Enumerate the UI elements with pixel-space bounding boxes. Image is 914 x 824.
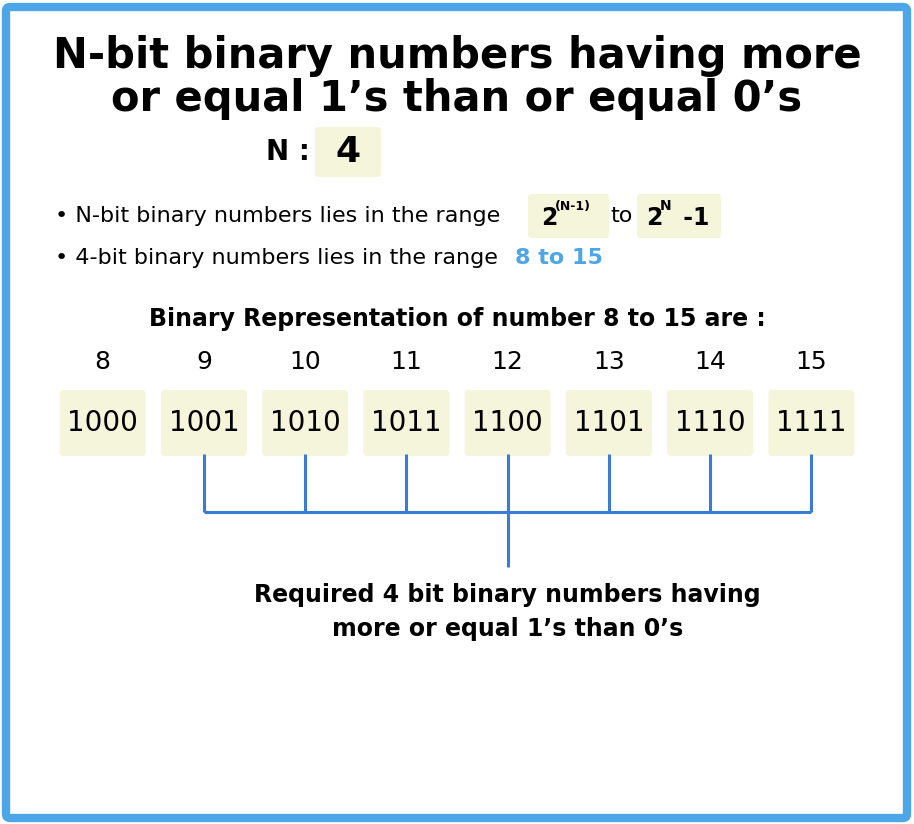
Text: Required 4 bit binary numbers having: Required 4 bit binary numbers having (254, 583, 761, 607)
Text: 1110: 1110 (675, 409, 746, 437)
FancyBboxPatch shape (637, 194, 721, 238)
Text: 1000: 1000 (68, 409, 138, 437)
Text: 1100: 1100 (473, 409, 543, 437)
Text: or equal 1’s than or equal 0’s: or equal 1’s than or equal 0’s (112, 78, 802, 120)
Text: (N-1): (N-1) (555, 199, 591, 213)
Text: 4: 4 (335, 135, 360, 169)
FancyBboxPatch shape (364, 390, 450, 456)
FancyBboxPatch shape (528, 194, 609, 238)
FancyBboxPatch shape (315, 127, 381, 177)
Text: 8 to 15: 8 to 15 (515, 248, 603, 268)
Text: more or equal 1’s than 0’s: more or equal 1’s than 0’s (332, 617, 684, 641)
Text: • 4-bit binary numbers lies in the range: • 4-bit binary numbers lies in the range (55, 248, 498, 268)
FancyBboxPatch shape (59, 390, 145, 456)
FancyBboxPatch shape (667, 390, 753, 456)
Text: -1: -1 (675, 206, 709, 230)
Text: 14: 14 (695, 350, 726, 374)
Text: N: N (660, 199, 672, 213)
Text: to: to (611, 206, 633, 226)
Text: Binary Representation of number 8 to 15 are :: Binary Representation of number 8 to 15 … (149, 307, 765, 331)
Text: N-bit binary numbers having more: N-bit binary numbers having more (53, 35, 861, 77)
Text: 12: 12 (492, 350, 524, 374)
Text: 15: 15 (795, 350, 827, 374)
FancyBboxPatch shape (6, 7, 907, 818)
FancyBboxPatch shape (464, 390, 550, 456)
FancyBboxPatch shape (161, 390, 247, 456)
Text: 9: 9 (196, 350, 212, 374)
Text: 1111: 1111 (776, 409, 846, 437)
Text: • N-bit binary numbers lies in the range: • N-bit binary numbers lies in the range (55, 206, 500, 226)
Text: 1001: 1001 (168, 409, 239, 437)
FancyBboxPatch shape (769, 390, 855, 456)
Text: 1101: 1101 (574, 409, 644, 437)
Text: 1010: 1010 (270, 409, 341, 437)
Text: 13: 13 (593, 350, 625, 374)
Text: 2: 2 (541, 206, 558, 230)
FancyBboxPatch shape (566, 390, 652, 456)
FancyBboxPatch shape (262, 390, 348, 456)
Text: 10: 10 (289, 350, 321, 374)
Text: 8: 8 (95, 350, 111, 374)
Text: N :: N : (266, 138, 310, 166)
Text: 11: 11 (390, 350, 422, 374)
Text: 2: 2 (646, 206, 662, 230)
Text: 1011: 1011 (371, 409, 441, 437)
